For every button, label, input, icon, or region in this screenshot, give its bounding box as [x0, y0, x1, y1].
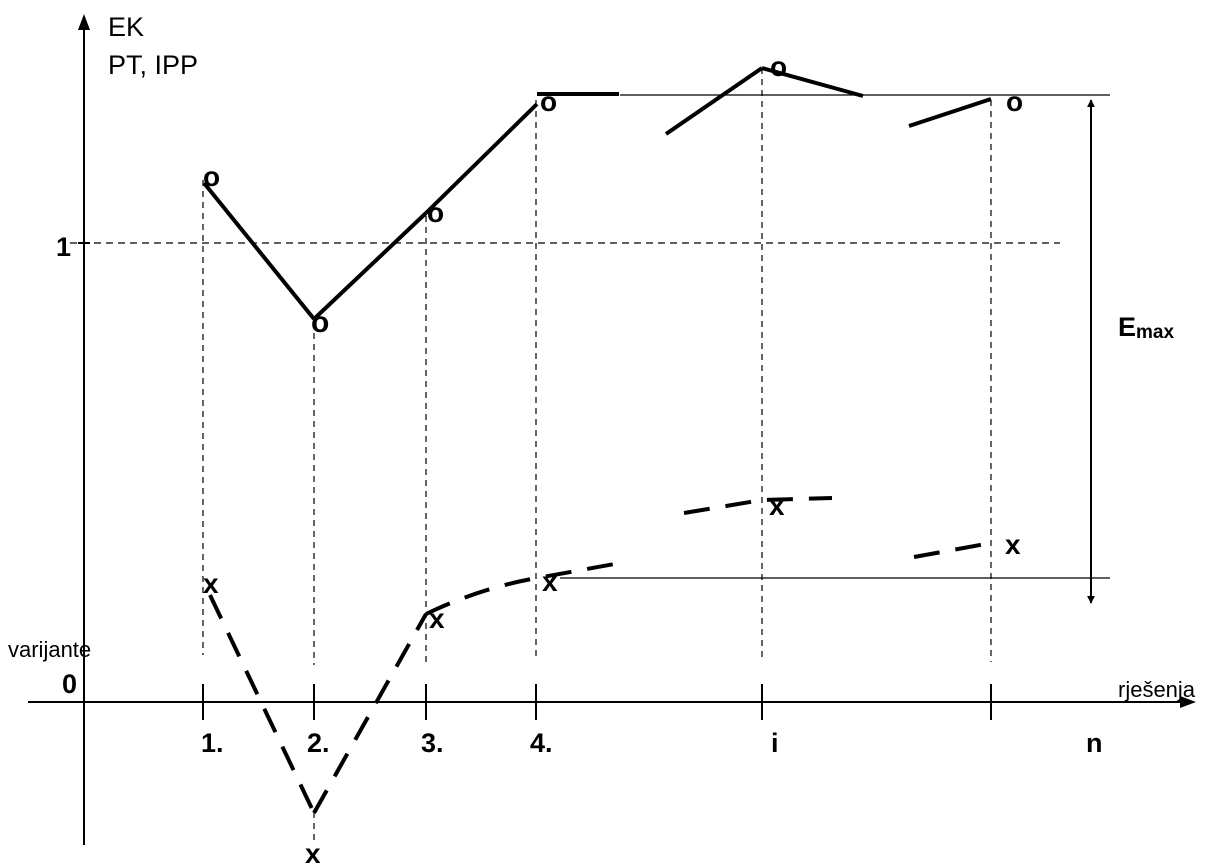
upper-marker-2: o	[311, 306, 329, 339]
x-tick-label-4: 4.	[530, 728, 553, 758]
x-axis-arrow	[1180, 696, 1196, 708]
emax-label: Emax	[1118, 312, 1174, 343]
x-tick-label-3: 3.	[421, 728, 444, 758]
reference-label: 1	[56, 232, 71, 262]
lower-segment-i	[683, 496, 833, 515]
left-axis-caption: varijante	[8, 637, 91, 662]
upper-segment-1-2	[202, 181, 316, 321]
upper-segment-in-i	[664, 66, 764, 136]
lower-marker-i: x	[769, 490, 785, 521]
lower-marker-3: x	[429, 603, 445, 634]
y-axis-label-line-1: EK	[108, 12, 144, 42]
lower-segment-1-2	[208, 594, 316, 814]
upper-marker-3: o	[427, 197, 444, 228]
emax-label-main: E	[1118, 312, 1136, 342]
upper-series	[202, 66, 992, 321]
lower-series	[208, 496, 992, 814]
upper-segment-3-4	[424, 102, 539, 215]
upper-segment-2-3	[312, 211, 428, 321]
lower-segment-n	[913, 541, 992, 559]
lower-marker-n: x	[1005, 529, 1021, 560]
x-ticks	[202, 684, 992, 720]
y-axis-label-line-2: PT, IPP	[108, 50, 198, 80]
lower-segment-3-4	[425, 561, 621, 616]
x-tick-label-i: i	[771, 728, 779, 758]
x-tick-label-2: 2.	[307, 728, 330, 758]
upper-segment-in-n	[908, 97, 992, 128]
lower-marker-4: x	[542, 566, 558, 597]
x-tick-label-1: 1.	[201, 728, 224, 758]
upper-segment-i-out	[761, 66, 864, 98]
x-tick-label-n: n	[1086, 728, 1103, 758]
upper-marker-1: o	[203, 161, 220, 192]
x-axis-label: rješenja	[1118, 677, 1196, 702]
origin-label: 0	[62, 669, 77, 699]
lower-segment-2-3	[312, 613, 428, 814]
lower-marker-2: x	[305, 838, 321, 865]
drop-lines	[202, 68, 992, 843]
upper-marker-i: o	[770, 51, 787, 82]
emax-label-sub: max	[1136, 322, 1174, 343]
upper-marker-4: o	[540, 86, 557, 117]
lower-marker-1: x	[203, 568, 219, 599]
y-axis-arrow	[78, 14, 90, 30]
upper-marker-n: o	[1006, 86, 1023, 117]
